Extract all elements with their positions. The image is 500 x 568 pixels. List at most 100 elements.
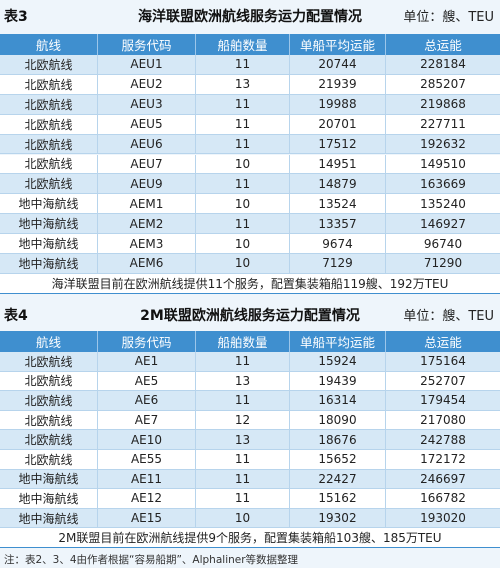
table-cell: AE10 <box>98 430 196 450</box>
table-title: 海洋联盟欧洲航线服务运力配置情况 <box>138 9 362 25</box>
table-cell: 149510 <box>386 154 500 175</box>
table-cell: 13 <box>196 371 290 392</box>
table-cell: 北欧航线 <box>0 450 98 470</box>
table-cell: 10 <box>196 154 290 175</box>
table-cell: 北欧航线 <box>0 430 98 450</box>
table-cell: 10 <box>196 234 290 254</box>
table-cell: 北欧航线 <box>0 174 98 195</box>
table-cell: 北欧航线 <box>0 74 98 95</box>
table-cell: 219868 <box>386 94 500 115</box>
table-cell: 11 <box>196 352 290 372</box>
table-cell: 11 <box>196 214 290 235</box>
table-label: 表4 <box>4 308 28 324</box>
header-cell: 服务代码 <box>98 331 196 352</box>
table-cell: AEM3 <box>98 234 196 254</box>
table-cell: 18090 <box>290 410 386 431</box>
table-cell: AE11 <box>98 469 196 490</box>
table-cell: 北欧航线 <box>0 55 98 75</box>
table-cell: 11 <box>196 134 290 155</box>
table-cell: 19988 <box>290 94 386 115</box>
header-cell: 总运能 <box>386 331 500 352</box>
table-unit: 单位：艘、TEU <box>403 309 494 324</box>
table-cell: 18676 <box>290 430 386 450</box>
table-cell: AEM1 <box>98 194 196 215</box>
table-cell: 217080 <box>386 410 500 431</box>
header-cell: 航线 <box>0 34 98 55</box>
table-cell: AEU9 <box>98 174 196 195</box>
table-cell: AE5 <box>98 371 196 392</box>
header-cell: 船舶数量 <box>196 34 290 55</box>
table-cell: 地中海航线 <box>0 489 98 509</box>
table-cell: 北欧航线 <box>0 94 98 115</box>
table-cell: 9674 <box>290 234 386 254</box>
table-cell: 地中海航线 <box>0 254 98 274</box>
table-cell: 12 <box>196 410 290 431</box>
header-cell: 航线 <box>0 331 98 352</box>
table-cell: 11 <box>196 450 290 470</box>
table-cell: 228184 <box>386 55 500 75</box>
table-cell: 13 <box>196 74 290 95</box>
table-cell: 10 <box>196 254 290 274</box>
table-cell: 地中海航线 <box>0 508 98 529</box>
table-cell: 13 <box>196 430 290 450</box>
table-cell: 14951 <box>290 154 386 175</box>
table-footer: 海洋联盟目前在欧洲航线提供11个服务，配置集装箱船119艘、192万TEU <box>0 273 500 294</box>
table-cell: AEU6 <box>98 134 196 155</box>
table-cell: AEU3 <box>98 94 196 115</box>
table-cell: 地中海航线 <box>0 214 98 235</box>
table-cell: 11 <box>196 114 290 135</box>
table-cell: 11 <box>196 174 290 195</box>
table-cell: 21939 <box>290 74 386 95</box>
table-cell: 135240 <box>386 194 500 215</box>
table-cell: 192632 <box>386 134 500 155</box>
table-cell: 227711 <box>386 114 500 135</box>
table-cell: AEM2 <box>98 214 196 235</box>
table-cell: AE55 <box>98 450 196 470</box>
table-cell: AEU2 <box>98 74 196 95</box>
table-cell: 22427 <box>290 469 386 490</box>
table-cell: 19302 <box>290 508 386 529</box>
table-cell: 17512 <box>290 134 386 155</box>
table-cell: 11 <box>196 55 290 75</box>
table-cell: 146927 <box>386 214 500 235</box>
table-cell: 20701 <box>290 114 386 135</box>
table-cell: 7129 <box>290 254 386 274</box>
table-cell: 242788 <box>386 430 500 450</box>
table-cell: AE12 <box>98 489 196 509</box>
table-cell: 16314 <box>290 391 386 411</box>
table-cell: 15652 <box>290 450 386 470</box>
table-cell: 71290 <box>386 254 500 274</box>
table-cell: 285207 <box>386 74 500 95</box>
table-cell: AEM6 <box>98 254 196 274</box>
table-cell: AE1 <box>98 352 196 372</box>
table-cell: 北欧航线 <box>0 134 98 155</box>
table-cell: 252707 <box>386 371 500 392</box>
table-cell: 15162 <box>290 489 386 509</box>
table-cell: 地中海航线 <box>0 194 98 215</box>
table-cell: 15924 <box>290 352 386 372</box>
table-cell: AEU1 <box>98 55 196 75</box>
table-cell: AEU5 <box>98 114 196 135</box>
table-cell: AE7 <box>98 410 196 431</box>
table-cell: 13524 <box>290 194 386 215</box>
header-cell: 单船平均运能 <box>290 34 386 55</box>
table-cell: 175164 <box>386 352 500 372</box>
table-cell: 10 <box>196 508 290 529</box>
header-cell: 船舶数量 <box>196 331 290 352</box>
table-cell: 11 <box>196 469 290 490</box>
table-cell: 北欧航线 <box>0 391 98 411</box>
table-label: 表3 <box>4 9 28 25</box>
table-cell: 北欧航线 <box>0 371 98 392</box>
table-cell: AE15 <box>98 508 196 529</box>
table-cell: 96740 <box>386 234 500 254</box>
header-cell: 单船平均运能 <box>290 331 386 352</box>
table-cell: 246697 <box>386 469 500 490</box>
header-cell: 总运能 <box>386 34 500 55</box>
table-cell: 19439 <box>290 371 386 392</box>
table-cell: 163669 <box>386 174 500 195</box>
table-cell: 13357 <box>290 214 386 235</box>
table-cell: 北欧航线 <box>0 352 98 372</box>
table-cell: 179454 <box>386 391 500 411</box>
table-cell: 10 <box>196 194 290 215</box>
